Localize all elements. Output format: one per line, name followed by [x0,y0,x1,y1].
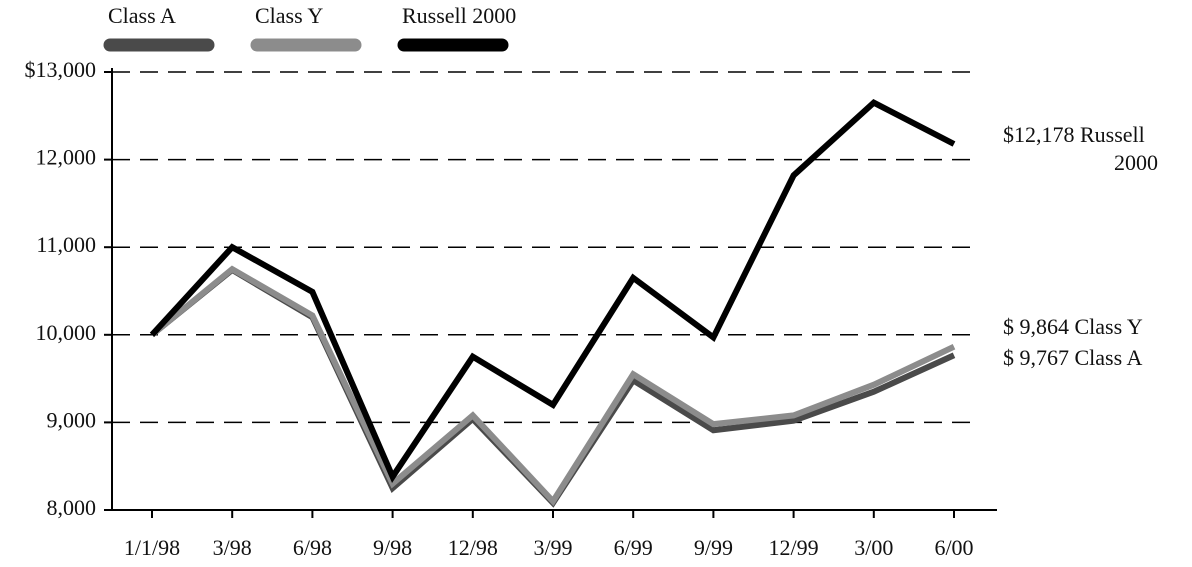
series-line [150,266,956,508]
end-annotation: 2000 [1114,150,1158,175]
y-tick-label: 12,000 [36,145,97,170]
x-tick-label: 6/00 [934,535,973,560]
x-tick-label: 6/99 [614,535,653,560]
x-tick-label: 9/98 [373,535,412,560]
x-tick-label: 12/98 [448,535,498,560]
legend-label: Russell 2000 [402,3,516,28]
series-line [149,99,956,483]
end-annotation: $ 9,767 Class A [1003,345,1142,370]
end-annotation: $ 9,864 Class Y [1003,314,1143,339]
legend-label: Class Y [255,3,323,28]
x-tick-label: 6/98 [293,535,332,560]
x-tick-label: 3/99 [533,535,572,560]
legend-label: Class A [108,3,176,28]
y-tick-label: 11,000 [36,232,96,257]
y-tick-label: 10,000 [36,320,97,345]
x-tick-label: 1/1/98 [124,535,180,560]
x-tick-label: 3/98 [213,535,252,560]
series-line [150,265,956,507]
x-tick-label: 12/99 [769,535,819,560]
y-tick-label: $13,000 [25,57,97,82]
y-tick-label: 8,000 [47,495,97,520]
end-annotation: $12,178 Russell [1003,122,1145,147]
x-tick-label: 9/99 [694,535,733,560]
y-tick-label: 9,000 [47,407,97,432]
x-tick-label: 3/00 [854,535,893,560]
